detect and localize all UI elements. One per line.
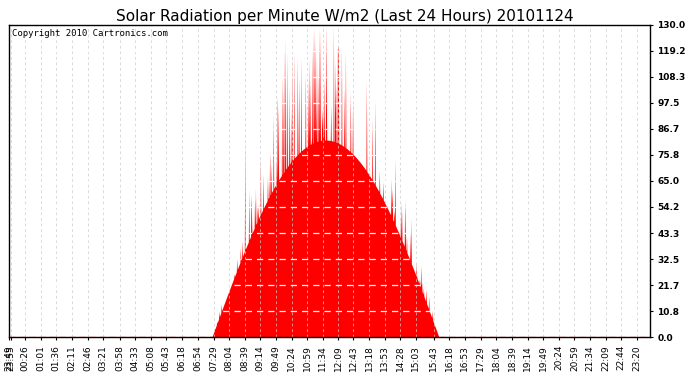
Text: Solar Radiation per Minute W/m2 (Last 24 Hours) 20101124: Solar Radiation per Minute W/m2 (Last 24… (116, 9, 574, 24)
Text: Copyright 2010 Cartronics.com: Copyright 2010 Cartronics.com (12, 29, 168, 38)
